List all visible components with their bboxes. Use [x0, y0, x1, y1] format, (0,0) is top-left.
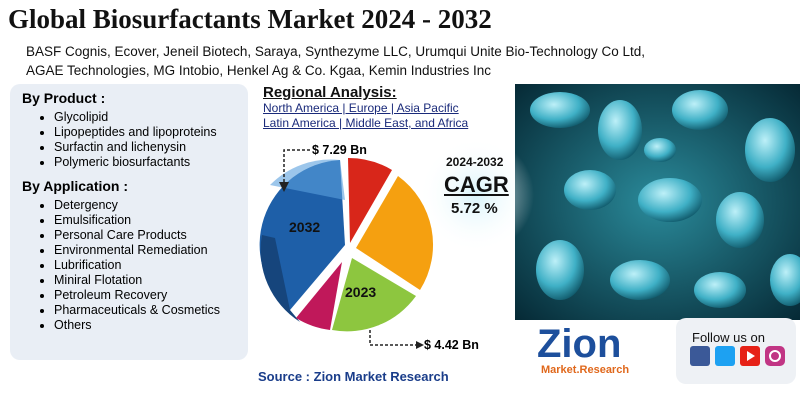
social-panel	[676, 318, 796, 384]
segment-item: Emulsification	[54, 213, 246, 228]
segment-item: Glycolipid	[54, 110, 246, 125]
cagr-value: 5.72 %	[451, 200, 498, 217]
source: Source : Zion Market Research	[258, 369, 449, 384]
value-2032: $ 7.29 Bn	[312, 143, 367, 157]
regional-line: North America | Europe | Asia Pacific	[263, 101, 459, 115]
pie-3d	[259, 157, 434, 332]
follow-label: Follow us on	[692, 330, 765, 345]
logo-sub: Market.Research	[541, 364, 630, 376]
segment-heading: By Application :	[22, 178, 129, 194]
segment-item: Petroleum Recovery	[54, 288, 246, 303]
segment-item: Polymeric biosurfactants	[54, 155, 246, 170]
leaders	[283, 149, 418, 346]
cells	[530, 90, 800, 308]
left-panel	[10, 84, 248, 360]
companies: BASF Cognis, Ecover, Jeneil Biotech, Sar…	[26, 42, 645, 80]
segment-list: DetergencyEmulsificationPersonal Care Pr…	[14, 198, 246, 333]
segment-item: Lubrification	[54, 258, 246, 273]
companies-line: BASF Cognis, Ecover, Jeneil Biotech, Sar…	[26, 44, 646, 59]
segment-list: GlycolipidLipopeptides and lipoproteinsS…	[14, 110, 246, 170]
segment-item: Pharmaceuticals & Cosmetics	[54, 303, 246, 318]
segments: By Product : GlycolipidLipopeptides and l…	[14, 86, 246, 341]
segment-heading: By Product :	[22, 90, 106, 106]
regional: Regional Analysis: North America | Europ…	[263, 84, 468, 131]
segment-item: Surfactin and lichenysin	[54, 140, 246, 155]
companies-line: AGAE Technologies, MG Intobio, Henkel Ag…	[26, 63, 491, 78]
instagram-icon	[765, 346, 785, 366]
title: Global Biosurfactants Market 2024 - 2032	[8, 4, 492, 34]
pie-label: 2032	[289, 219, 321, 235]
pie-label: 2023	[345, 284, 377, 300]
regional-line: Latin America | Middle East, and Africa	[263, 116, 469, 130]
segment-item: Lipopeptides and lipoproteins	[54, 125, 246, 140]
segment-item: Personal Care Products	[54, 228, 246, 243]
regional-heading: Regional Analysis:	[263, 84, 397, 101]
cagr-label: CAGR	[444, 172, 509, 197]
twitter-icon	[715, 346, 735, 366]
facebook-icon	[690, 346, 710, 366]
segment-item: Others	[54, 318, 246, 333]
logo-name: Zion	[537, 322, 622, 366]
segment-item: Detergency	[54, 198, 246, 213]
cagr-glow	[418, 137, 534, 253]
segment-item: Miniral Flotation	[54, 273, 246, 288]
value-2023: $ 4.42 Bn	[424, 338, 479, 352]
segment-item: Environmental Remediation	[54, 243, 246, 258]
cagr-period: 2024-2032	[446, 155, 504, 169]
